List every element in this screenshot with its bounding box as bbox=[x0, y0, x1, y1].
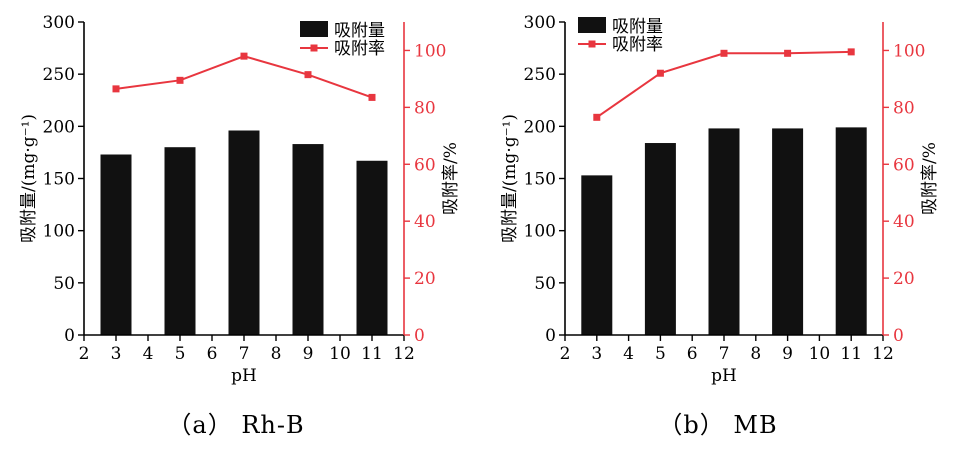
bar-2 bbox=[644, 143, 676, 335]
x-tick-label: 2 bbox=[560, 344, 571, 364]
left-tick-label: 50 bbox=[53, 274, 75, 294]
left-tick-label: 50 bbox=[534, 274, 556, 294]
right-tick-label: 80 bbox=[893, 98, 915, 118]
x-tick-label: 2 bbox=[79, 344, 90, 364]
adsorption-rate-line bbox=[115, 55, 373, 99]
legend-line-marker bbox=[588, 40, 596, 48]
left-tick-label: 150 bbox=[43, 170, 75, 190]
adsorption-rate-line bbox=[596, 50, 852, 119]
rate-point-5 bbox=[847, 48, 855, 56]
left-tick-label: 250 bbox=[43, 65, 75, 85]
left-tick-label: 300 bbox=[524, 13, 556, 33]
rate-point-2 bbox=[656, 69, 664, 77]
right-tick-label: 20 bbox=[414, 269, 436, 289]
x-tick-label: 5 bbox=[175, 344, 186, 364]
x-tick-label: 12 bbox=[393, 344, 415, 364]
left-axis-label: 吸附量/(mg·g⁻¹) bbox=[500, 114, 520, 243]
x-tick-label: 8 bbox=[271, 344, 282, 364]
bar-1 bbox=[581, 175, 613, 335]
x-tick-label: 3 bbox=[111, 344, 122, 364]
x-tick-label: 10 bbox=[809, 344, 831, 364]
right-tick-label: 40 bbox=[893, 212, 915, 232]
right-tick-label: 60 bbox=[414, 155, 436, 175]
x-tick-label: 9 bbox=[303, 344, 314, 364]
right-tick-label: 20 bbox=[893, 269, 915, 289]
x-tick-label: 7 bbox=[719, 344, 730, 364]
right-tick-label: 0 bbox=[414, 326, 425, 346]
rate-point-4 bbox=[784, 49, 792, 57]
legend-label-amount: 吸附量 bbox=[334, 21, 385, 41]
panel-caption: （a） Rh-B bbox=[167, 411, 304, 439]
x-tick-label: 3 bbox=[591, 344, 602, 364]
left-tick-label: 100 bbox=[524, 222, 556, 242]
x-tick-label: 10 bbox=[329, 344, 351, 364]
right-axis-label: 吸附率/% bbox=[441, 142, 461, 215]
x-tick-label: 11 bbox=[840, 344, 862, 364]
left-tick-label: 250 bbox=[524, 65, 556, 85]
right-tick-label: 80 bbox=[414, 98, 436, 118]
x-tick-label: 12 bbox=[872, 344, 894, 364]
left-tick-label: 300 bbox=[43, 13, 75, 33]
rate-point-3 bbox=[240, 52, 248, 60]
legend-label-rate: 吸附率 bbox=[612, 35, 663, 55]
legend-bar-swatch bbox=[578, 17, 606, 33]
rate-point-2 bbox=[176, 76, 184, 84]
legend-label-amount: 吸附量 bbox=[612, 17, 663, 37]
panel-caption: （b） MB bbox=[658, 411, 777, 439]
left-tick-label: 100 bbox=[43, 222, 75, 242]
x-tick-label: 7 bbox=[239, 344, 250, 364]
bar-4 bbox=[292, 144, 324, 335]
left-tick-label: 200 bbox=[43, 117, 75, 137]
right-tick-label: 60 bbox=[893, 155, 915, 175]
x-tick-label: 4 bbox=[623, 344, 634, 364]
right-tick-label: 100 bbox=[893, 41, 925, 61]
left-tick-label: 150 bbox=[524, 170, 556, 190]
x-tick-label: 5 bbox=[655, 344, 666, 364]
left-tick-label: 0 bbox=[545, 326, 556, 346]
x-tick-label: 11 bbox=[361, 344, 383, 364]
rate-point-1 bbox=[112, 85, 120, 93]
bar-4 bbox=[772, 128, 804, 335]
bar-3 bbox=[708, 128, 740, 335]
bar-5 bbox=[356, 160, 388, 335]
legend-label-rate: 吸附率 bbox=[334, 39, 385, 59]
x-axis-label: pH bbox=[711, 366, 737, 386]
right-axis-label: 吸附率/% bbox=[920, 142, 940, 215]
rate-point-5 bbox=[368, 93, 376, 101]
bar-3 bbox=[228, 130, 260, 335]
bar-5 bbox=[835, 127, 867, 335]
x-axis-label: pH bbox=[231, 366, 257, 386]
right-tick-label: 100 bbox=[414, 41, 446, 61]
x-tick-label: 6 bbox=[207, 344, 218, 364]
rate-point-4 bbox=[304, 71, 312, 79]
right-tick-label: 40 bbox=[414, 212, 436, 232]
rate-point-3 bbox=[720, 49, 728, 57]
right-tick-label: 0 bbox=[893, 326, 904, 346]
legend-line-marker bbox=[310, 44, 318, 52]
legend-bar-swatch bbox=[300, 21, 328, 37]
x-tick-label: 4 bbox=[143, 344, 154, 364]
rate-point-1 bbox=[593, 113, 601, 121]
bar-1 bbox=[100, 154, 132, 335]
left-axis-label: 吸附量/(mg·g⁻¹) bbox=[19, 114, 39, 243]
left-tick-label: 200 bbox=[524, 117, 556, 137]
left-tick-label: 0 bbox=[64, 326, 75, 346]
x-tick-label: 9 bbox=[782, 344, 793, 364]
x-tick-label: 8 bbox=[750, 344, 761, 364]
bar-2 bbox=[164, 147, 196, 335]
x-tick-label: 6 bbox=[687, 344, 698, 364]
